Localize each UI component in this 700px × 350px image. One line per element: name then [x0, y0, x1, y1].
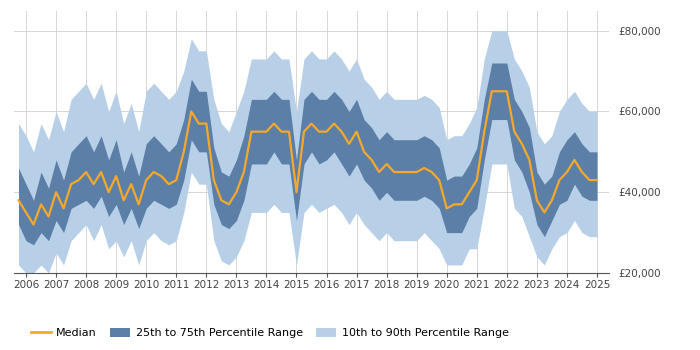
- Median: [120, 198, 128, 202]
- Median: [209, 178, 218, 182]
- Median: [60, 206, 68, 210]
- Median: [435, 178, 443, 182]
- Median: [270, 121, 278, 126]
- Median: [488, 89, 496, 93]
- Median: [593, 178, 601, 182]
- Median: [14, 198, 22, 202]
- Line: Median: Median: [18, 91, 597, 225]
- Legend: Median, 25th to 75th Percentile Range, 10th to 90th Percentile Range: Median, 25th to 75th Percentile Range, 1…: [27, 323, 513, 343]
- Median: [315, 130, 323, 134]
- Median: [29, 223, 38, 227]
